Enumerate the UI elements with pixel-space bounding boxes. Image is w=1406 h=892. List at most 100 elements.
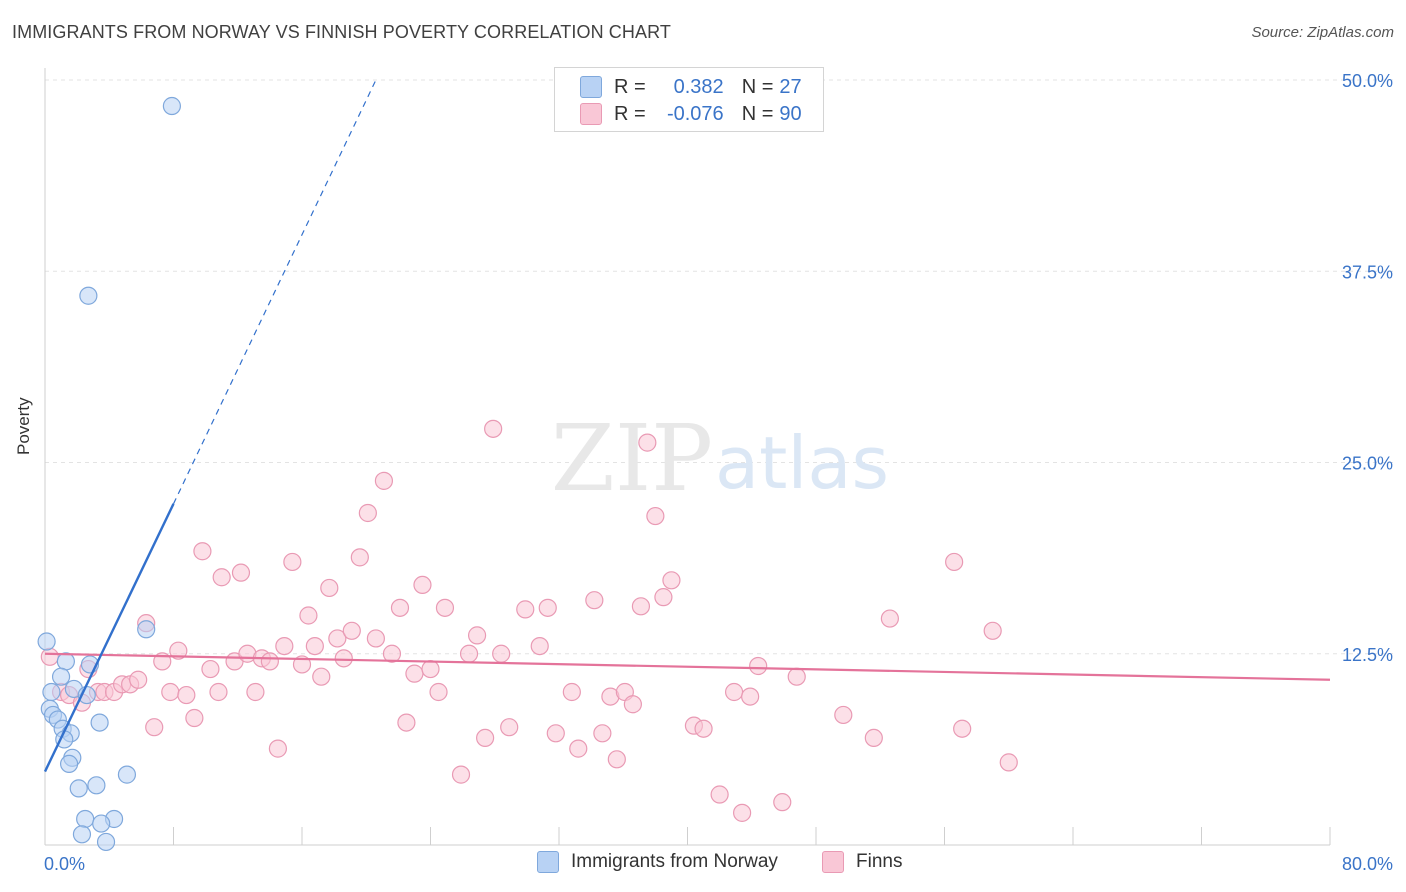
finns-point bbox=[185, 708, 204, 728]
finns-point bbox=[342, 621, 361, 640]
finns-point bbox=[382, 644, 402, 663]
series-legend-finns: Finns bbox=[822, 851, 902, 873]
finns-point bbox=[749, 656, 768, 676]
norway-point bbox=[72, 825, 92, 844]
finns-point bbox=[562, 682, 581, 702]
y-tick-label: 25.0% bbox=[1342, 454, 1393, 474]
finns-point bbox=[654, 588, 673, 607]
series-legend: Immigrants from Norway Finns bbox=[0, 851, 1406, 879]
finns-point bbox=[492, 644, 511, 663]
finns-point bbox=[429, 682, 448, 702]
finns-point bbox=[538, 598, 557, 617]
legend-row-finns: R = -0.076 N = 90 bbox=[580, 101, 802, 127]
norway-point bbox=[76, 809, 95, 829]
norway-points bbox=[37, 96, 181, 852]
norway-point bbox=[79, 286, 98, 305]
legend-n-label: N = bbox=[741, 102, 774, 125]
finns-point bbox=[305, 636, 324, 656]
finns-point bbox=[694, 719, 713, 738]
series-label-finns: Finns bbox=[856, 851, 903, 872]
legend-r-value: 0.382 bbox=[673, 75, 724, 98]
norway-point bbox=[37, 632, 56, 651]
finns-point bbox=[169, 641, 188, 660]
watermark-atlas: atlas bbox=[715, 421, 889, 505]
finns-point bbox=[999, 753, 1018, 772]
finns-point bbox=[299, 606, 318, 625]
finns-point bbox=[435, 598, 455, 617]
finns-point bbox=[350, 548, 369, 567]
finns-point bbox=[260, 652, 279, 671]
finns-point bbox=[212, 568, 231, 587]
legend-r-label: R = bbox=[614, 102, 646, 125]
finns-point bbox=[623, 695, 642, 714]
finns-point bbox=[129, 670, 148, 689]
norway-point bbox=[51, 667, 71, 686]
x-tick-label-max: 80.0% bbox=[1342, 854, 1393, 874]
y-tick-label: 12.5% bbox=[1342, 645, 1393, 665]
legend-row-norway: R = 0.382 N = 27 bbox=[580, 74, 802, 100]
finns-point bbox=[593, 724, 612, 743]
finns-points bbox=[40, 419, 1018, 822]
finns-trend-line bbox=[44, 652, 1331, 681]
series-swatch-pink bbox=[822, 851, 844, 873]
finns-point bbox=[945, 552, 964, 572]
correlation-legend: R = 0.382 N = 27 R = -0.076 N = 90 bbox=[554, 67, 824, 132]
y-tick-label: 50.0% bbox=[1342, 71, 1393, 91]
finns-point bbox=[741, 687, 760, 706]
norway-point bbox=[162, 96, 181, 116]
finns-point bbox=[710, 785, 729, 804]
norway-point bbox=[92, 814, 111, 833]
legend-n-value: 27 bbox=[779, 75, 802, 98]
finns-point bbox=[397, 713, 416, 732]
finns-point bbox=[834, 705, 853, 725]
series-swatch-blue bbox=[537, 851, 559, 873]
trend-lines bbox=[43, 79, 1331, 773]
finns-point bbox=[662, 571, 681, 590]
y-tick-label: 37.5% bbox=[1342, 262, 1393, 282]
finns-point bbox=[421, 659, 440, 679]
finns-point bbox=[983, 621, 1002, 640]
finns-point bbox=[724, 682, 744, 702]
norway-point bbox=[90, 713, 109, 732]
norway-point bbox=[137, 620, 156, 639]
legend-swatch-blue bbox=[580, 76, 602, 98]
finns-point bbox=[585, 591, 604, 610]
finns-point bbox=[405, 664, 424, 683]
finns-point bbox=[161, 682, 180, 702]
legend-n-value: 90 bbox=[779, 102, 802, 125]
norway-point bbox=[96, 832, 116, 852]
finns-point bbox=[246, 682, 265, 702]
finns-point bbox=[569, 739, 588, 758]
norway-point bbox=[87, 776, 106, 795]
finns-point bbox=[646, 506, 665, 526]
legend-swatch-pink bbox=[580, 103, 602, 125]
chart-title: IMMIGRANTS FROM NORWAY VS FINNISH POVERT… bbox=[12, 22, 671, 42]
norway-point bbox=[59, 754, 79, 774]
finns-point bbox=[177, 685, 196, 705]
finns-point bbox=[880, 609, 899, 628]
finns-point bbox=[530, 636, 549, 656]
finns-point bbox=[500, 718, 519, 737]
finns-point bbox=[334, 649, 353, 668]
source-credit: Source: ZipAtlas.com bbox=[1251, 24, 1394, 41]
norway-point bbox=[56, 652, 75, 671]
finns-point bbox=[366, 629, 385, 648]
watermark-zip: ZIP bbox=[551, 405, 713, 512]
legend-r-label: R = bbox=[614, 75, 646, 98]
finns-point bbox=[312, 667, 331, 686]
finns-point bbox=[145, 718, 164, 737]
series-legend-norway: Immigrants from Norway bbox=[537, 851, 778, 873]
finns-point bbox=[209, 682, 228, 702]
norway-trend-extension bbox=[172, 79, 377, 505]
finns-point bbox=[638, 433, 657, 452]
finns-point bbox=[283, 552, 302, 572]
finns-point bbox=[358, 503, 377, 523]
legend-r-value: -0.076 bbox=[666, 102, 724, 125]
norway-trend-line bbox=[43, 503, 175, 773]
norway-point bbox=[69, 779, 88, 798]
finns-point bbox=[476, 728, 495, 748]
finns-point bbox=[320, 578, 339, 598]
legend-n-label: N = bbox=[741, 75, 774, 98]
finns-point bbox=[328, 629, 347, 648]
